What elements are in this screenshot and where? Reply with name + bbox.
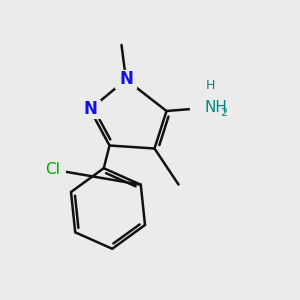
FancyBboxPatch shape bbox=[39, 159, 66, 180]
Text: 2: 2 bbox=[220, 108, 227, 118]
FancyBboxPatch shape bbox=[79, 100, 101, 119]
Text: Cl: Cl bbox=[45, 162, 60, 177]
FancyBboxPatch shape bbox=[115, 70, 137, 89]
Text: NH: NH bbox=[204, 100, 227, 116]
Text: N: N bbox=[119, 70, 133, 88]
Text: N: N bbox=[83, 100, 97, 118]
FancyBboxPatch shape bbox=[190, 91, 233, 122]
Text: H: H bbox=[206, 79, 215, 92]
